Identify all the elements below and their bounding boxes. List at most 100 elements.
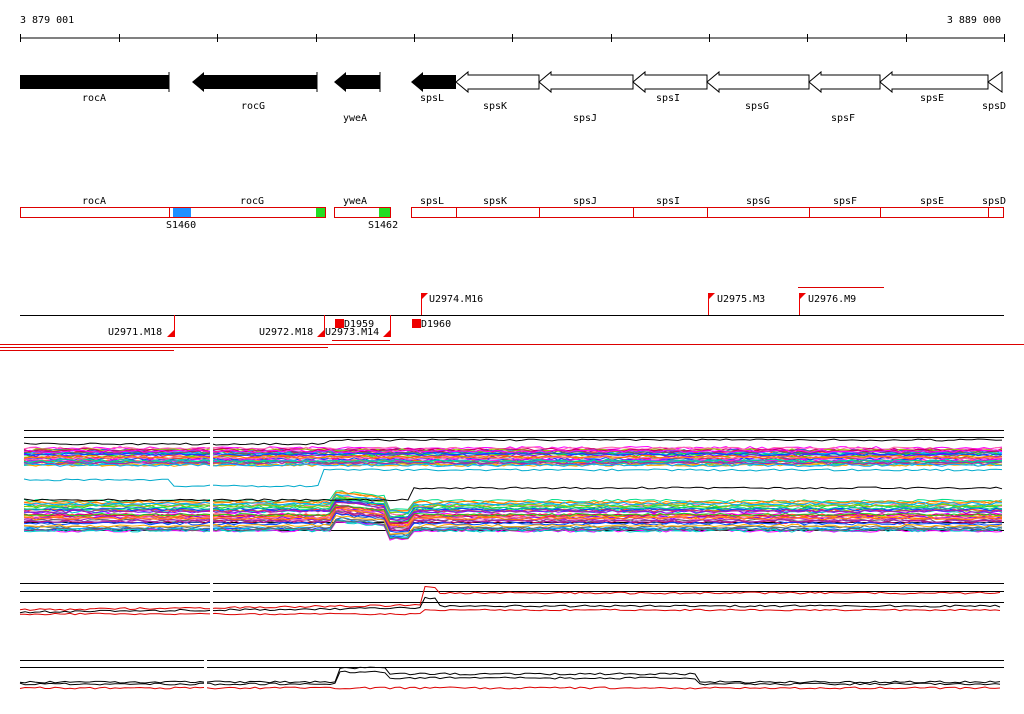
coord-end-label: 3 889 000: [947, 15, 1001, 26]
lower-marker-label: U2971.M18: [108, 327, 162, 338]
gene-label-spsK: spsK: [483, 101, 507, 112]
expression-line: [23, 459, 1003, 464]
gene-arrow-yweA[interactable]: [334, 72, 380, 92]
feature-box-spsK[interactable]: [456, 207, 540, 218]
flag-U2976-M9[interactable]: [799, 293, 806, 300]
signal-line: [19, 686, 1001, 690]
signal-lines-1: [19, 585, 1001, 616]
box-label-spsI: spsI: [656, 196, 680, 207]
track-gap: [210, 425, 213, 540]
gene-label-spsF: spsF: [831, 113, 855, 124]
feature-box-spsE[interactable]: [880, 207, 989, 218]
lower-marker-label: D1959: [344, 319, 374, 330]
expression-line: [23, 468, 1003, 488]
expression-line: [23, 463, 1003, 468]
expression-line: [23, 506, 1003, 525]
gene-label-spsE: spsE: [920, 93, 944, 104]
expression-line: [23, 494, 1003, 514]
block-D1959[interactable]: [335, 319, 344, 328]
track-gap: [204, 655, 207, 695]
gene-arrow-spsI[interactable]: [632, 70, 708, 94]
expression-line: [23, 507, 1003, 528]
expression-line: [23, 454, 1003, 459]
upper-marker-label: U2975.M3: [717, 294, 765, 305]
flag-U2973-M14[interactable]: [383, 330, 390, 337]
segment-block-green-1[interactable]: [316, 208, 325, 217]
feature-box-rocG[interactable]: [169, 207, 326, 218]
expression-line: [23, 493, 1003, 514]
expression-line: [23, 516, 1003, 537]
feature-box-spsI[interactable]: [633, 207, 708, 218]
flag-U2975-M3[interactable]: [708, 293, 715, 300]
box-label-spsJ: spsJ: [573, 196, 597, 207]
gene-arrow-rocA[interactable]: [20, 75, 169, 89]
signal-line: [19, 670, 1001, 686]
flag-U2974-M16[interactable]: [421, 293, 428, 300]
gene-arrow-spsG[interactable]: [706, 70, 810, 94]
box-label-rocA: rocA: [82, 196, 106, 207]
box-label-rocG: rocG: [240, 196, 264, 207]
expression-line: [23, 501, 1003, 521]
block-D1960[interactable]: [412, 319, 421, 328]
box-label-spsE: spsE: [920, 196, 944, 207]
expression-line: [23, 438, 1003, 446]
signal-line: [19, 666, 1001, 684]
gene-arrow-spsL[interactable]: [411, 72, 456, 92]
gene-label-rocA: rocA: [82, 93, 106, 104]
gene-track: rocA rocG yweA spsL spsK spsJ spsI spsG …: [20, 70, 1006, 124]
box-label-spsD: spsD: [982, 196, 1006, 207]
feature-box-track: rocA rocG yweA spsL spsK spsJ spsI spsG …: [20, 196, 1006, 231]
box-label-spsL: spsL: [420, 196, 444, 207]
gene-label-spsL: spsL: [420, 93, 444, 104]
expression-line: [23, 462, 1003, 467]
ruler-ticks: [20, 34, 1005, 42]
expression-line: [23, 491, 1003, 512]
flag-U2971-M18[interactable]: [167, 330, 174, 337]
signal-lines-2: [19, 666, 1001, 690]
expression-line: [23, 520, 1003, 540]
segment-block-S1462[interactable]: [379, 208, 390, 217]
expression-line: [23, 490, 1003, 511]
feature-box-spsJ[interactable]: [539, 207, 634, 218]
gene-label-yweA: yweA: [343, 113, 367, 124]
expression-line: [24, 497, 1003, 519]
segment-label-S1460: S1460: [166, 220, 196, 231]
lower-marker-label: U2973.M14: [325, 327, 379, 338]
gene-arrow-spsJ[interactable]: [538, 70, 634, 94]
track-gap: [210, 578, 213, 618]
signal-line: [19, 608, 1001, 616]
gene-label-spsG: spsG: [745, 101, 769, 112]
segment-block-S1460[interactable]: [173, 208, 191, 217]
feature-box-spsL[interactable]: [411, 207, 457, 218]
expression-line: [23, 451, 1003, 457]
gene-arrow-spsE[interactable]: [879, 70, 989, 94]
gene-arrow-spsD[interactable]: [987, 71, 1003, 93]
signal-track-1: [19, 578, 1004, 618]
box-label-yweA: yweA: [343, 196, 367, 207]
gene-arrow-rocG[interactable]: [192, 72, 317, 92]
feature-box-yweA[interactable]: [334, 207, 391, 218]
feature-box-spsD[interactable]: [988, 207, 1004, 218]
expression-line: [23, 448, 1003, 453]
segment-label-S1462: S1462: [368, 220, 398, 231]
gene-arrow-spsK[interactable]: [455, 70, 540, 94]
expression-line: [23, 504, 1003, 523]
gene-arrow-spsF[interactable]: [808, 70, 881, 94]
flag-U2972-M18[interactable]: [317, 330, 324, 337]
upper-marker-label: U2976.M9: [808, 294, 856, 305]
expression-profile-track: [23, 425, 1004, 541]
feature-box-spsF[interactable]: [809, 207, 881, 218]
signal-line: [19, 596, 1001, 614]
coordinate-ruler: 3 879 001 3 889 000: [20, 15, 1005, 42]
gene-label-spsI: spsI: [656, 93, 680, 104]
feature-box-rocA[interactable]: [20, 207, 170, 218]
feature-box-spsG[interactable]: [707, 207, 810, 218]
box-label-spsK: spsK: [483, 196, 507, 207]
expression-line: [23, 511, 1003, 531]
probe-marker-track: U2974.M16 U2975.M3 U2976.M9 U2971.M18 U2…: [0, 287, 1024, 351]
signal-line: [19, 585, 1001, 611]
expression-lines: [23, 438, 1003, 541]
expression-line: [23, 486, 1003, 502]
expression-line: [23, 515, 1003, 535]
box-label-spsG: spsG: [746, 196, 770, 207]
